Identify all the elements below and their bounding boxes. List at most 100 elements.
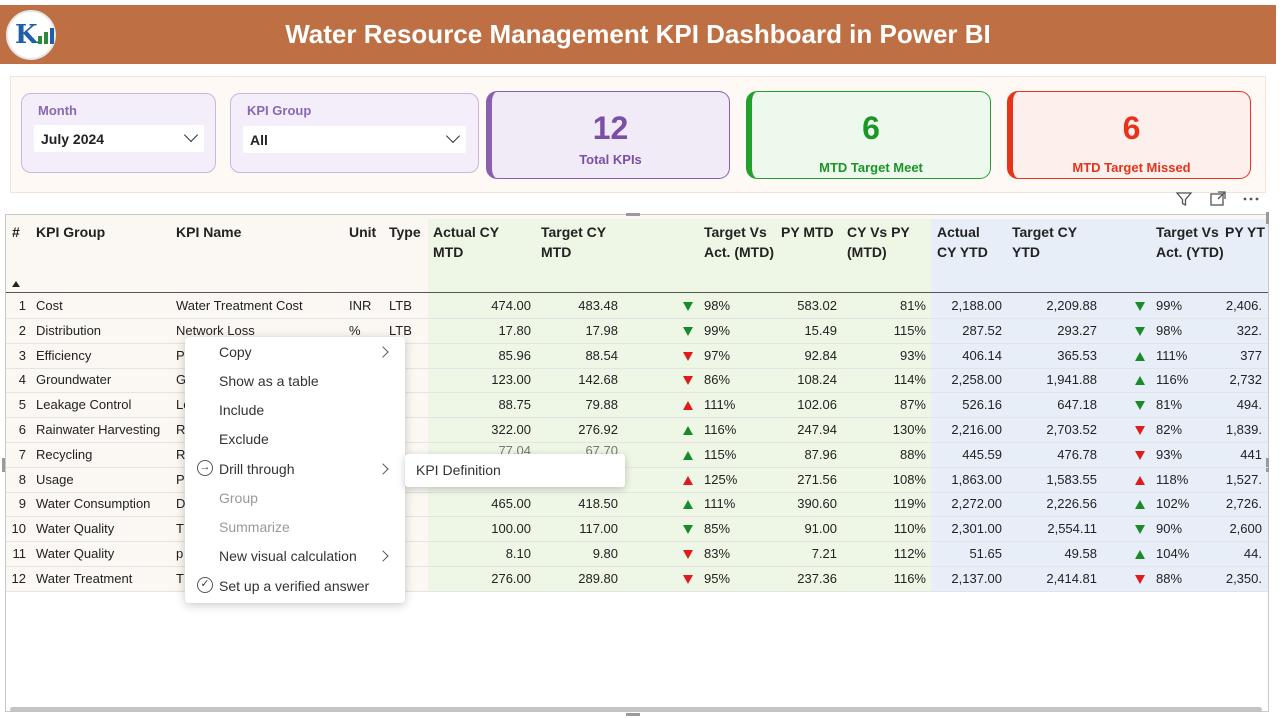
col-header-actual-cy-ytd[interactable]: Actual CY YTD bbox=[937, 224, 988, 260]
kpi-group-slicer: KPI Group All bbox=[230, 93, 479, 173]
triangle-up-icon bbox=[1135, 376, 1145, 386]
filter-icon[interactable] bbox=[1174, 190, 1194, 210]
cell-actual-cy-mtd: 465.00 bbox=[491, 496, 531, 512]
col-header-py-ytd[interactable]: PY YT bbox=[1225, 224, 1265, 240]
month-dropdown[interactable]: July 2024 bbox=[34, 125, 204, 152]
horizontal-scrollbar[interactable] bbox=[10, 707, 1262, 712]
triangle-up-icon bbox=[683, 475, 693, 485]
menu-item-copy[interactable]: Copy bbox=[219, 344, 252, 360]
triangle-up-icon bbox=[683, 500, 693, 510]
triangle-down-icon bbox=[683, 550, 693, 559]
focus-mode-icon[interactable] bbox=[1208, 190, 1228, 210]
resize-handle-right[interactable] bbox=[1266, 458, 1269, 472]
triangle-up-icon bbox=[1135, 550, 1145, 559]
cell-row-number: 8 bbox=[18, 471, 26, 487]
menu-item-include[interactable]: Include bbox=[219, 402, 265, 418]
cell-target-cy-ytd: 365.53 bbox=[1057, 347, 1097, 363]
sort-ascending-icon[interactable] bbox=[12, 281, 20, 287]
resize-handle-corner-tr[interactable] bbox=[1266, 212, 1269, 224]
triangle-down-icon bbox=[1135, 401, 1145, 411]
triangle-down-icon bbox=[1135, 525, 1145, 535]
cell-kpi-name: D bbox=[176, 496, 186, 512]
more-options-icon[interactable] bbox=[1241, 190, 1261, 210]
cell-py-mtd: 92.84 bbox=[804, 347, 837, 363]
col-header-target-cy-ytd[interactable]: Target CY YTD bbox=[1012, 224, 1077, 260]
cell-row-number: 10 bbox=[11, 521, 26, 537]
cell-actual-cy-mtd: 8.10 bbox=[505, 546, 531, 561]
cell-actual-cy-ytd: 51.65 bbox=[969, 546, 1002, 561]
cell-py-mtd: 271.56 bbox=[797, 471, 837, 487]
mtd-target-missed-value: 6 bbox=[1122, 110, 1141, 146]
col-header-py-mtd[interactable]: PY MTD bbox=[781, 224, 834, 240]
menu-item-exclude[interactable]: Exclude bbox=[219, 431, 269, 447]
cell-py-mtd: 108.24 bbox=[797, 372, 837, 388]
cell-py-ytd: 494. bbox=[1236, 397, 1262, 413]
triangle-down-icon bbox=[1135, 426, 1145, 435]
col-header-actual-cy-mtd[interactable]: Actual CY MTD bbox=[433, 224, 499, 260]
menu-item-new-visual-calculation[interactable]: New visual calculation bbox=[219, 548, 357, 564]
col-header-cy-vs-py-mtd[interactable]: CY Vs PY (MTD) bbox=[847, 224, 910, 260]
cell-actual-cy-ytd: 2,258.00 bbox=[951, 372, 1002, 388]
cell-kpi-group: Groundwater bbox=[36, 372, 112, 388]
cell-py-mtd: 7.21 bbox=[811, 546, 837, 561]
cell-py-ytd: 322. bbox=[1236, 322, 1262, 338]
col-header-kpi-name[interactable]: KPI Name bbox=[176, 224, 242, 240]
cell-actual-cy-mtd: 474.00 bbox=[491, 298, 531, 313]
resize-handle-left[interactable] bbox=[2, 458, 5, 472]
cell-actual-cy-ytd: 2,137.00 bbox=[951, 570, 1002, 586]
triangle-up-icon bbox=[683, 450, 693, 460]
resize-handle-top[interactable] bbox=[626, 213, 640, 216]
ytd-band bbox=[931, 219, 1268, 591]
cell-py-mtd: 15.49 bbox=[804, 322, 837, 338]
cell-kpi-name: G bbox=[176, 372, 187, 388]
chevron-right-icon bbox=[377, 463, 389, 475]
total-kpis-value: 12 bbox=[592, 110, 629, 146]
menu-item-drill-through[interactable]: Drill through bbox=[219, 461, 295, 477]
cell-target-cy-mtd: 79.88 bbox=[585, 397, 618, 413]
cell-kpi-group: Distribution bbox=[36, 322, 102, 338]
cell-py-ytd: 2,406. bbox=[1225, 298, 1262, 313]
cell-py-ytd: 2,732 bbox=[1229, 372, 1262, 388]
cell-cy-vs-py-mtd: 114% bbox=[893, 372, 926, 388]
cell-target-vs-act-mtd: 111% bbox=[704, 496, 736, 512]
cell-target-vs-act-mtd: 99% bbox=[704, 322, 731, 338]
col-header-target-vs-act-ytd[interactable]: Target Vs Act. (YTD) bbox=[1156, 224, 1224, 260]
cell-actual-cy-ytd: 2,272.00 bbox=[951, 496, 1002, 512]
cell-target-cy-mtd: 289.80 bbox=[578, 570, 618, 586]
col-header-kpi-group[interactable]: KPI Group bbox=[36, 224, 106, 240]
triangle-down-icon bbox=[683, 326, 693, 336]
col-header-number[interactable]: # bbox=[12, 224, 20, 240]
resize-handle-bottom[interactable] bbox=[626, 713, 640, 716]
cell-type: LTB bbox=[389, 298, 412, 313]
cell-target-cy-ytd: 2,226.56 bbox=[1046, 496, 1097, 512]
cell-target-cy-ytd: 476.78 bbox=[1057, 446, 1097, 462]
triangle-down-icon bbox=[683, 376, 693, 386]
menu-item-show-as-table[interactable]: Show as a table bbox=[219, 373, 319, 389]
cell-target-cy-ytd: 2,554.11 bbox=[1047, 521, 1097, 537]
col-header-target-cy-mtd[interactable]: Target CY MTD bbox=[541, 224, 606, 260]
kpi-group-dropdown[interactable]: All bbox=[243, 126, 466, 153]
col-header-type[interactable]: Type bbox=[389, 224, 421, 240]
cell-target-vs-act-ytd: 88% bbox=[1156, 570, 1183, 586]
triangle-down-icon bbox=[1135, 450, 1145, 460]
mtd-band bbox=[428, 219, 931, 591]
menu-item-summarize: Summarize bbox=[219, 519, 290, 535]
col-header-unit[interactable]: Unit bbox=[349, 224, 377, 240]
col-header-target-vs-act-mtd[interactable]: Target Vs Act. (MTD) bbox=[704, 224, 774, 260]
menu-item-verified-answer[interactable]: Set up a verified answer bbox=[219, 578, 370, 594]
cell-py-ytd: 2,600 bbox=[1229, 521, 1262, 537]
cell-target-vs-act-mtd: 125% bbox=[704, 471, 738, 487]
cell-py-mtd: 390.60 bbox=[797, 496, 837, 512]
cell-py-mtd: 91.00 bbox=[804, 521, 837, 537]
cell-kpi-name: P bbox=[176, 471, 185, 487]
chevron-down-icon bbox=[183, 127, 199, 143]
cell-cy-vs-py-mtd: 87% bbox=[899, 397, 926, 413]
mtd-target-meet-value: 6 bbox=[862, 110, 880, 146]
triangle-down-icon bbox=[1135, 302, 1145, 311]
cell-kpi-group: Water Treatment bbox=[36, 570, 133, 586]
cell-kpi-group: Recycling bbox=[36, 446, 93, 462]
submenu-item-kpi-definition[interactable]: KPI Definition bbox=[416, 462, 501, 478]
total-kpis-card: 12 Total KPIs bbox=[486, 91, 730, 179]
mtd-target-missed-card: 6 MTD Target Missed bbox=[1007, 91, 1251, 179]
cell-kpi-name: p bbox=[176, 546, 184, 561]
